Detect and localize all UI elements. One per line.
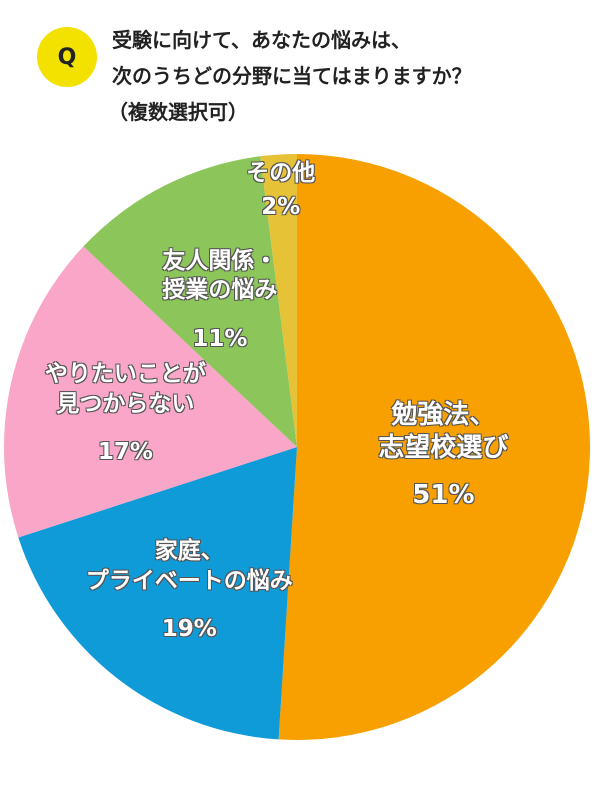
pie-slice — [260, 154, 297, 447]
slice-value: 2% — [261, 193, 301, 220]
pie-slice — [278, 154, 591, 740]
slice-label: その他 — [246, 159, 316, 186]
slice-label: 勉強法、 志望校選び — [378, 399, 509, 464]
slice-value: 11% — [192, 325, 248, 352]
slice-value: 17% — [97, 438, 153, 465]
q-badge: Q — [37, 27, 97, 87]
pie-slice — [3, 246, 297, 538]
title-line: （複数選択可） — [108, 100, 248, 124]
slice-label: やりたいことが 見つからない — [44, 360, 206, 417]
pie-slice — [83, 156, 297, 447]
slice-label: 家庭、 プライベートの悩み — [85, 538, 293, 594]
pie-slice — [18, 447, 297, 740]
slice-value: 51% — [412, 479, 475, 510]
slice-label: 友人関係・ 授業の悩み — [162, 247, 278, 304]
title-line: 次のうちどの分野に当てはまりますか？ — [112, 64, 472, 88]
title-line: 受験に向けて、あなたの悩みは、 — [112, 28, 411, 52]
slice-value: 19% — [161, 615, 217, 642]
